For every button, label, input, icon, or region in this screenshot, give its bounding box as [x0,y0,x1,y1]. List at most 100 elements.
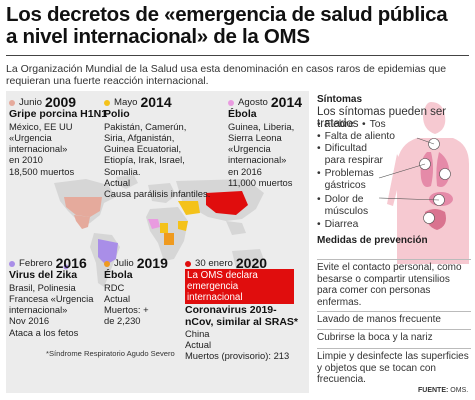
event-color-dot [185,260,191,267]
title-line-1: Los decretos de «emergencia de salud púb… [6,3,448,26]
prevention-item: Limpie y desinfecte las superficies y ob… [317,351,469,385]
event-line: Guinea Ecuatorial, [104,143,182,155]
event-name: Gripe porcina H1N1 [9,108,108,121]
bullet-icon: • [317,131,321,142]
event-year: 2019 [136,255,168,271]
symptom-label: Dificultad para respirar [324,143,383,166]
prevention-divider [317,329,471,330]
prevention-divider [317,311,471,312]
event-card: Febrero 2016 Virus del Zika Brasil, Polines… [9,255,93,338]
source-value: OMS. [450,387,469,394]
symptom-item: • Diarrea [317,219,377,231]
bullet-icon: • [317,194,321,205]
map-usa [64,197,102,217]
event-date: Mayo 2014 [104,95,210,109]
map-middle-east [178,201,200,215]
prevention-divider [317,348,471,349]
body-illustration [378,102,469,264]
event-year: 2016 [55,255,87,271]
event-card: 30 enero 2020 La OMS declara emergencia int… [185,255,303,362]
symptom-label: Tos [369,119,386,130]
event-name: Coronavirus 2019-nCov, similar al SRAS* [185,304,299,328]
event-line: en 2016 [228,165,262,177]
symptom-label: Falta de aliento [324,131,396,142]
event-date: Agosto 2014 [228,94,303,110]
event-date: Julio 2019 [104,255,168,271]
map-brazil [98,239,118,265]
event-line: Pakistán, Camerún, [104,120,187,132]
event-color-dot [104,260,110,267]
event-name: Virus del Zika [9,269,78,282]
event-description: Guinea, Liberia, Sierra Leona «Urgencia int… [228,121,302,189]
event-description: Pakistán, Camerún, Siria, Afganistán, Guin… [104,121,210,200]
event-card: Julio 2019 Ébola RDC Actual Muertos: + de 2,23… [104,255,168,327]
event-line: Somalia. [104,165,141,177]
event-line: 11,000 muertos [228,177,293,189]
map-west-africa [148,219,160,229]
event-date: Febrero 2016 [9,255,93,271]
symptom-label: Fiebre [324,119,354,130]
event-description: China Actual Muertos (provisorio): 213 [185,328,303,362]
prevention-item: Evite el contacto personal, como besarse… [317,262,462,308]
bullet-icon: • [317,119,321,130]
event-line: «Urgencia [228,143,271,155]
bullet-icon: • [362,119,366,130]
page-title: Los decretos de «emergencia de salud púb… [6,4,471,48]
event-alert: La OMS declara emergencia internacional [185,269,294,305]
symptom-label: Problemas gástricos [324,168,374,191]
event-line: China [185,327,210,339]
prevention-item: Cubrirse la boca y la nariz [317,332,433,343]
title-line-2: a nivel internacional» de la OMS [6,25,310,48]
event-line: internacional» [228,154,287,166]
event-line: Francesa «Urgencia [9,292,94,304]
bullet-icon: • [317,143,321,154]
prevention-title: Medidas de prevención [317,235,428,246]
map-china [206,191,248,215]
event-line: de 2,230 [104,315,141,327]
symptom-item: • Falta de aliento [317,131,407,143]
map-mexico [74,215,90,229]
event-line: Etiopía, Irak, Israel, [104,154,185,166]
event-date: Junio 2009 [9,95,107,109]
bullet-icon: • [317,168,321,179]
event-line: Brasil, Polinesia [9,281,76,293]
map-australia [232,249,266,273]
symptom-label: Diarrea [324,219,359,230]
event-line: Muertos: + [104,304,149,316]
event-month: Agosto [238,97,268,108]
event-card: Mayo 2014 Polio Pakistán, Camerún, Siria, Af… [104,95,210,200]
event-year: 2014 [270,94,303,110]
event-alert-line: emergencia internacional [187,281,243,304]
event-name: Ébola [228,108,257,121]
event-line: Guinea, Liberia, [228,120,295,132]
event-line: Actual [185,339,212,351]
symptom-item: • Dolor de músculos [317,194,379,217]
map-polynesia [63,264,69,270]
event-line: internacional» [9,143,68,155]
prevention-item: Lavado de manos frecuente [317,314,441,325]
event-month: Mayo [114,97,138,108]
world-map [54,175,266,287]
event-color-dot [228,99,234,106]
symptom-item: • Tos [362,119,392,131]
event-color-dot [9,260,15,267]
symptoms-subtitle: Los síntomas pueden ser tratados [317,106,447,130]
event-description: Brasil, Polinesia Francesa «Urgencia inter… [9,282,93,338]
event-name: Polio [104,108,130,121]
event-month: Julio [114,258,134,269]
source-credit: FUENTE: OMS. [418,387,468,394]
event-month: Febrero [19,258,53,269]
event-line: Nov 2016 [9,315,50,327]
event-line: Ataca a los fetos [9,326,79,338]
event-line: «Urgencia [9,131,52,143]
map-europe [148,183,176,203]
event-line: RDC [104,281,125,293]
bullet-icon: • [317,219,321,230]
event-description: RDC Actual Muertos: + de 2,230 [104,282,168,327]
symptom-label: Dolor de músculos [324,194,369,217]
event-alert-line: La OMS declara [187,270,258,282]
event-line: Muertos (provisorio): 213 [185,350,290,362]
footnote: *Síndrome Respiratorio Agudo Severo [46,349,175,358]
event-year: 2020 [235,255,268,271]
map-nigeria-cameroon [160,223,168,233]
